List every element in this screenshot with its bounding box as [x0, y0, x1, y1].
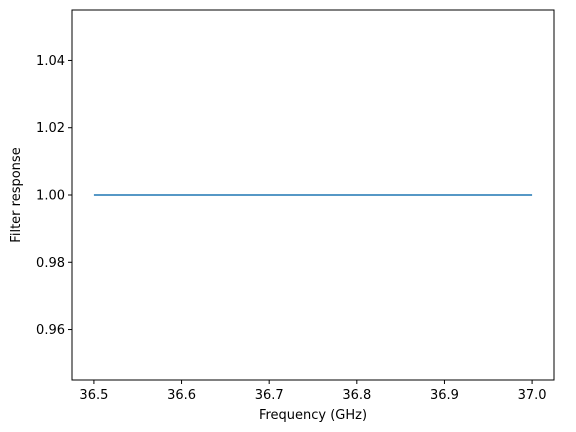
x-tick-label: 37.0	[518, 388, 547, 403]
x-tick-label: 36.8	[342, 388, 371, 403]
x-tick-label: 36.6	[167, 388, 196, 403]
y-tick-label: 1.04	[36, 54, 65, 69]
y-tick-label: 1.00	[36, 189, 65, 204]
x-axis-label: Frequency (GHz)	[259, 408, 367, 423]
x-axis-ticks: 36.5 36.6 36.7 36.8 36.9 37.0	[79, 380, 547, 403]
y-tick-label: 1.02	[36, 121, 65, 136]
y-axis-label: Filter response	[9, 147, 24, 242]
x-tick-label: 36.5	[79, 388, 108, 403]
y-axis-ticks: 0.96 0.98 1.00 1.02 1.04	[36, 54, 72, 338]
x-tick-label: 36.9	[430, 388, 459, 403]
x-tick-label: 36.7	[255, 388, 284, 403]
y-tick-label: 0.98	[36, 256, 65, 271]
y-tick-label: 0.96	[36, 323, 65, 338]
